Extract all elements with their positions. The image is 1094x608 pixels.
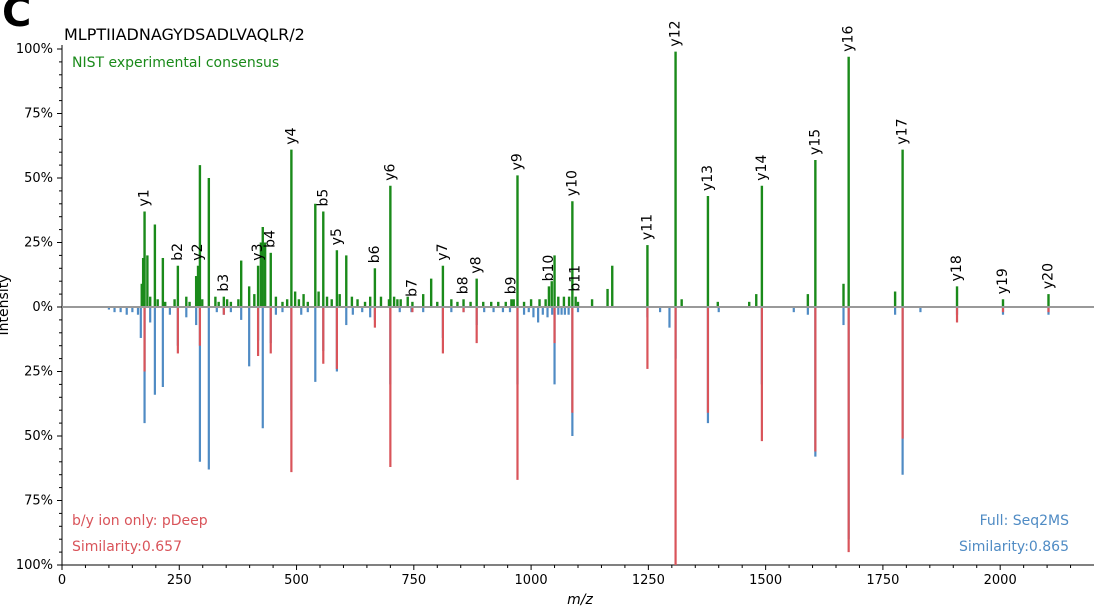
- ion-label-b2: b2: [170, 243, 186, 261]
- ion-label-b5: b5: [315, 189, 331, 207]
- ion-label-y11: y11: [639, 214, 655, 240]
- ion-label-y12: y12: [668, 20, 684, 46]
- x-tick-label: 1250: [632, 573, 665, 588]
- x-ticks: 0 250 500 750 1000 1250 1500 1750 2000: [58, 565, 1072, 588]
- seq2ms-legend-name: Full: Seq2MS: [980, 513, 1069, 529]
- pdeep-legend-name: b/y ion only: pDeep: [72, 513, 208, 529]
- ion-label-b3: b3: [216, 274, 232, 292]
- panel-letter: C: [2, 0, 31, 36]
- x-tick-label: 2000: [984, 573, 1017, 588]
- x-tick-label: 0: [58, 573, 66, 588]
- ion-label-y20: y20: [1040, 263, 1056, 289]
- ion-label-y6: y6: [382, 163, 398, 180]
- ion-label-y15: y15: [807, 129, 823, 155]
- y-tick-label: 0%: [32, 300, 53, 315]
- ion-label-y10: y10: [564, 170, 580, 196]
- ion-label-y19: y19: [995, 268, 1011, 294]
- x-tick-label: 750: [401, 573, 426, 588]
- y-tick-label: 50%: [24, 171, 53, 186]
- y-tick-label: 100%: [16, 42, 53, 57]
- ion-label-y4: y4: [283, 127, 299, 144]
- ion-label-b4: b4: [263, 230, 279, 248]
- chart-title: MLPTIIADNAGYDSADLVAQLR/2: [64, 25, 305, 44]
- x-axis-label: m/z: [567, 592, 593, 608]
- y-ticks: 100% 75% 50% 25% 0% 25% 50% 75% 100%: [16, 42, 62, 573]
- y-tick-label: 50%: [24, 429, 53, 444]
- y-tick-label: 25%: [24, 365, 53, 380]
- pdeep-legend-similarity: Similarity:0.657: [72, 539, 182, 555]
- ion-label-y7: y7: [435, 244, 451, 261]
- ion-label-y1: y1: [137, 189, 153, 206]
- ion-label-b9: b9: [503, 276, 519, 294]
- y-tick-label: 25%: [24, 236, 53, 251]
- ion-label-b11: b11: [568, 265, 584, 292]
- y-tick-label: 75%: [24, 494, 53, 509]
- ion-label-b7: b7: [404, 279, 420, 297]
- y-tick-label: 100%: [16, 558, 53, 573]
- ion-label-y8: y8: [469, 256, 485, 273]
- ion-label-y13: y13: [700, 165, 716, 191]
- y-tick-label: 75%: [24, 107, 53, 122]
- x-tick-label: 250: [167, 573, 192, 588]
- pdeep-series: [143, 307, 1050, 565]
- ion-label-b10: b10: [541, 255, 557, 282]
- x-tick-label: 1000: [515, 573, 548, 588]
- ion-label-y14: y14: [754, 155, 770, 181]
- seq2ms-legend-similarity: Similarity:0.865: [959, 539, 1069, 555]
- experimental-legend: NIST experimental consensus: [72, 55, 279, 71]
- ion-label-y16: y16: [841, 26, 857, 52]
- ion-label-y18: y18: [949, 255, 965, 281]
- ion-label-y5: y5: [329, 228, 345, 245]
- experimental-series: [140, 51, 1050, 307]
- seq2ms-series: [107, 307, 1050, 540]
- ion-label-y3: y3: [250, 244, 266, 261]
- ion-label-b6: b6: [367, 245, 383, 263]
- x-tick-label: 1500: [749, 573, 782, 588]
- ion-label-y9: y9: [509, 153, 525, 170]
- ion-label-y2: y2: [190, 244, 206, 261]
- x-tick-label: 1750: [866, 573, 899, 588]
- y-axis-label: Intensity: [0, 275, 12, 336]
- ion-label-y17: y17: [895, 119, 911, 145]
- x-tick-label: 500: [284, 573, 309, 588]
- ion-label-b8: b8: [456, 276, 472, 294]
